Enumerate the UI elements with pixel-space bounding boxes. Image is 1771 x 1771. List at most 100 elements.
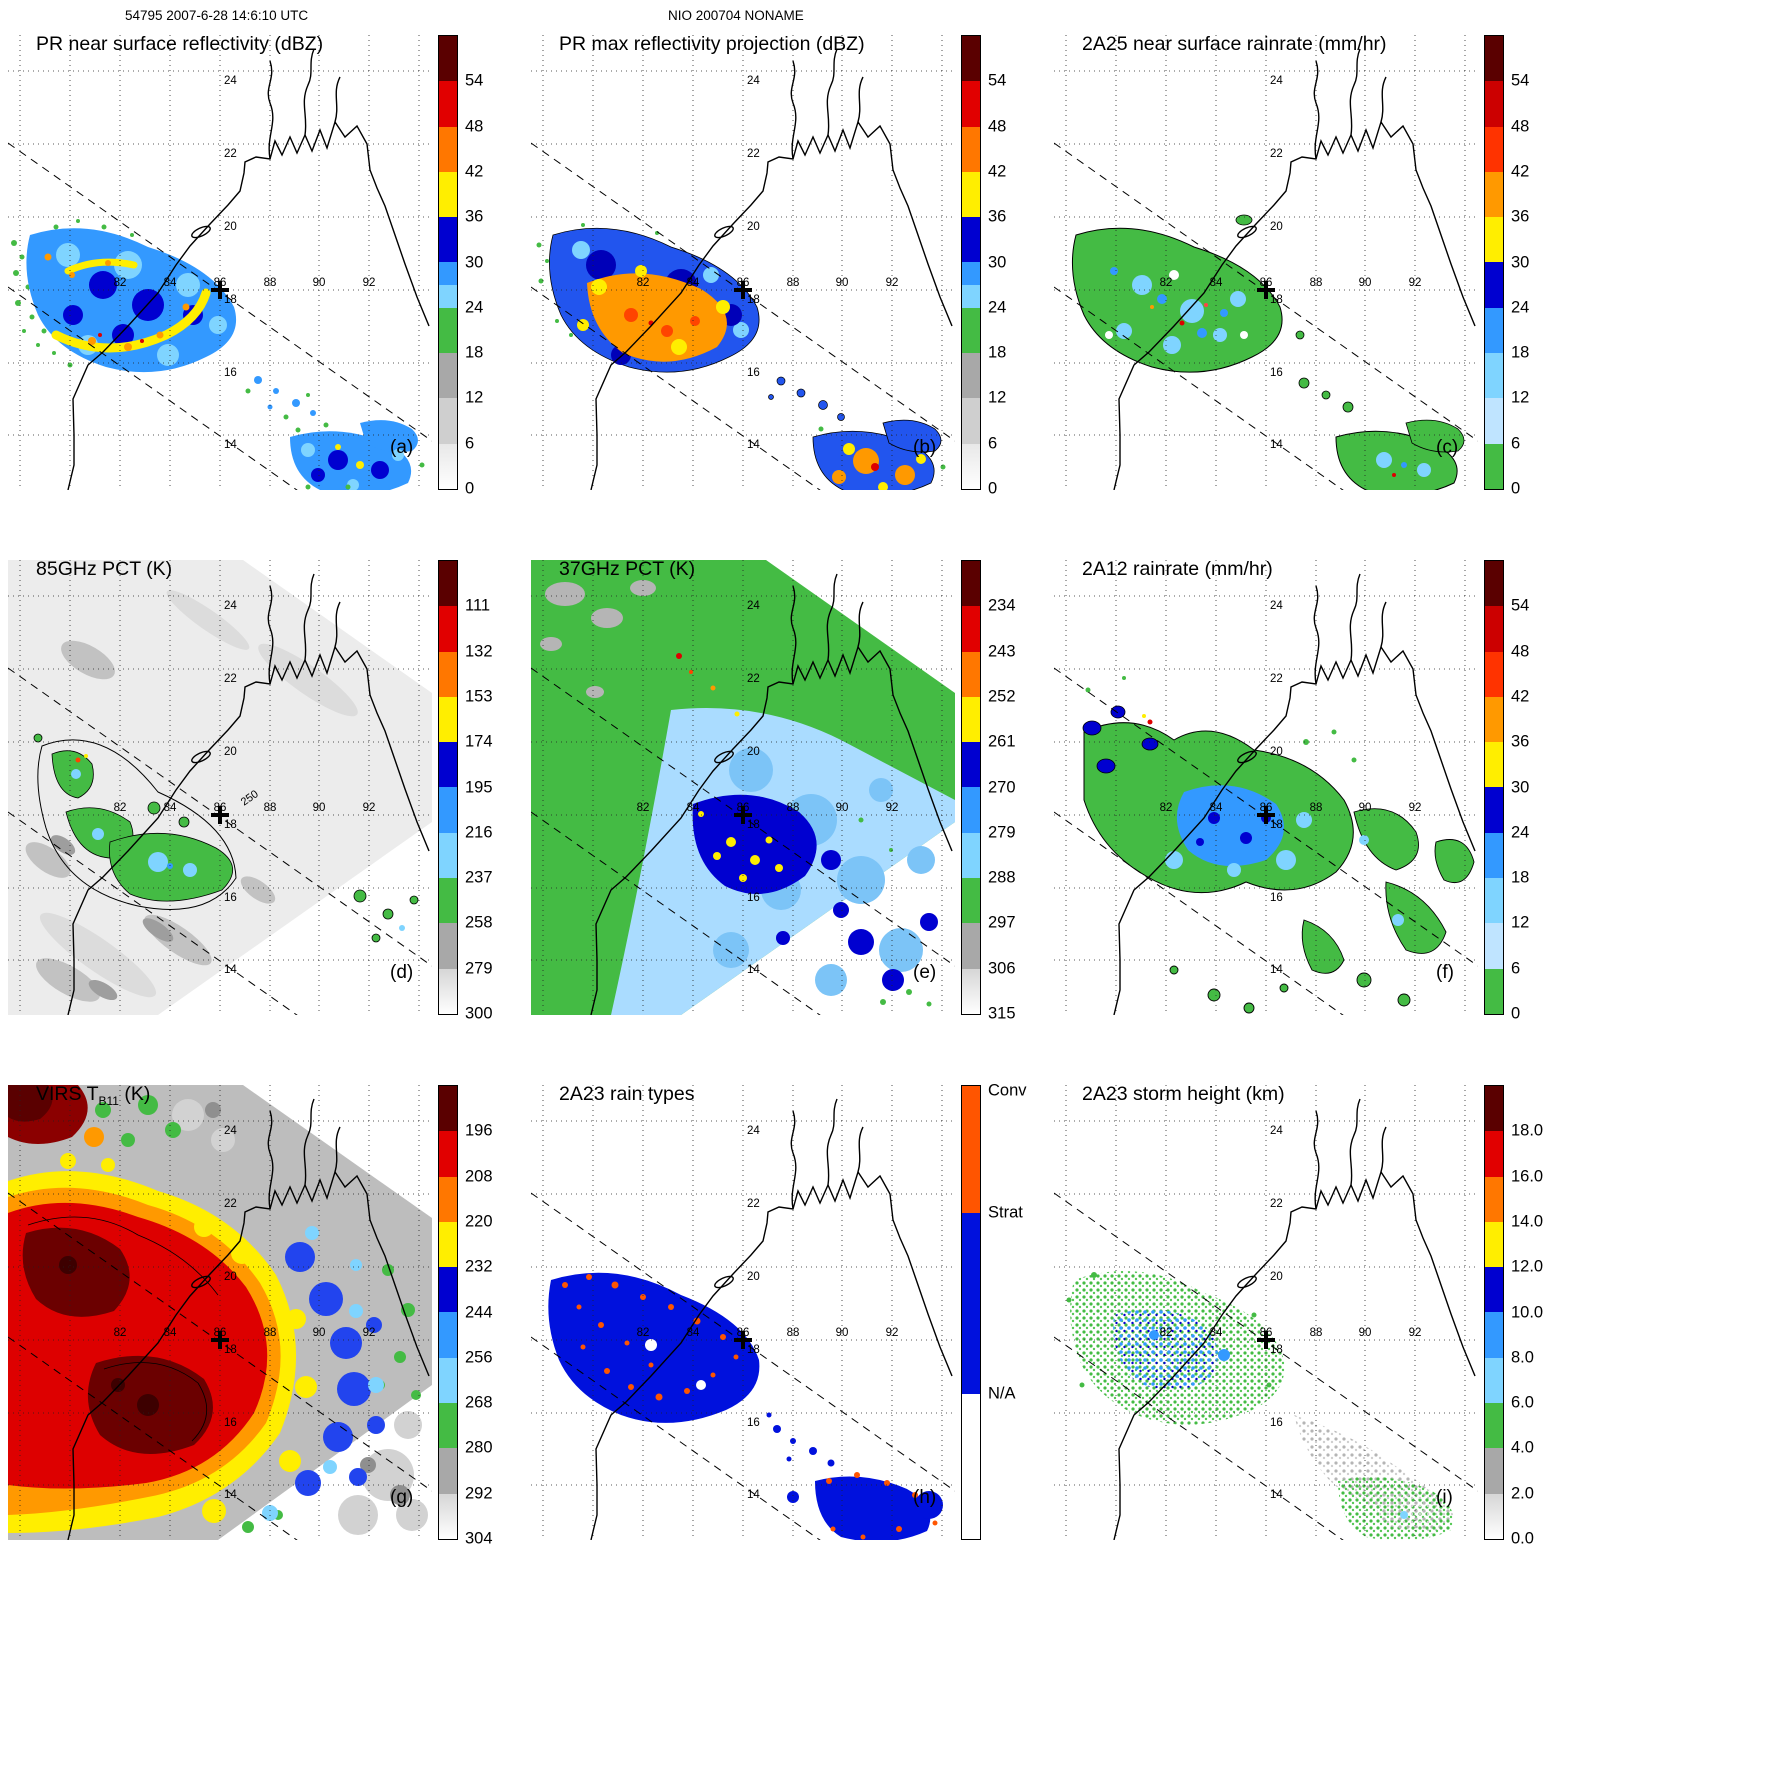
panel-letter-i: (i) (1436, 1487, 1453, 1508)
colorbar-segment (1485, 878, 1503, 924)
grid-coordinate-label: 82 (114, 1327, 127, 1339)
colorbar-segment (439, 742, 457, 788)
grid-coordinate-label: 14 (1270, 439, 1283, 451)
colorbar-segment (439, 1312, 457, 1358)
colorbar-segment (439, 1493, 457, 1539)
colorbar-tick-label: 297 (988, 913, 1016, 932)
colorbar-segment (1485, 1131, 1503, 1177)
header-storm-id: NIO 200704 NONAME (668, 8, 804, 23)
map-h: 828486889092242220181614 (531, 1085, 955, 1540)
colorbar-tick-label: 0 (988, 479, 998, 498)
grid-coordinate-label: 88 (264, 802, 277, 814)
colorbar-segment (962, 923, 980, 969)
colorbar-tick-label: 2.0 (1511, 1484, 1534, 1503)
colorbar-segment (439, 1403, 457, 1449)
colorbar-segment (1485, 923, 1503, 969)
panel-title-g: VIRS TB11 (K) (36, 1083, 150, 1108)
colorbar-tick-label: 24 (1511, 823, 1530, 842)
colorbar-tick-label: 256 (465, 1348, 493, 1367)
colorbar-tick-label: Conv (988, 1081, 1027, 1100)
grid-coordinate-label: 24 (747, 75, 760, 87)
colorbar-segment (962, 217, 980, 263)
colorbar-segment (962, 968, 980, 1014)
grid-coordinate-label: 16 (224, 367, 237, 379)
colorbar-segment (962, 1212, 980, 1395)
panel-title-f: 2A12 rainrate (mm/hr) (1082, 558, 1273, 580)
colorbar-segment (439, 696, 457, 743)
colorbar-tick-label: 24 (465, 298, 484, 317)
colorbar-tick-label: 270 (988, 778, 1016, 796)
colorbar-tick-label: 16.0 (1511, 1167, 1544, 1186)
colorbar-segment (439, 606, 457, 652)
panel-b: 828486889092242220181614 PR max reflecti… (531, 33, 1046, 498)
colorbar-tick-label: 174 (465, 732, 493, 751)
grid-coordinate-label: 16 (747, 367, 760, 379)
colorbar-tick-label: 6.0 (1511, 1393, 1534, 1412)
panel-g: 828486889092242220181614 VIRS TB11 (K) 1… (8, 1083, 523, 1548)
grid-labels: 828486889092242220181614 (1160, 1125, 1422, 1501)
colorbar-segment (439, 126, 457, 172)
colorbar-segment (1485, 443, 1503, 489)
colorbar-segment (439, 443, 457, 489)
grid-coordinate-label: 20 (747, 221, 760, 233)
grid-coordinate-label: 84 (164, 277, 177, 289)
panel-letter-e: (e) (913, 962, 937, 983)
grid-coordinate-label: 24 (224, 600, 237, 612)
colorbar-segment (962, 1086, 980, 1213)
colorbar-segment (439, 878, 457, 924)
colorbar-segment (962, 832, 980, 879)
colorbar-segment (439, 262, 457, 286)
map-b: 828486889092242220181614 (531, 35, 955, 490)
colorbar-tick-label: 288 (988, 868, 1016, 887)
grid-coordinate-label: 24 (1270, 1125, 1283, 1137)
colorbar-tick-label: 10.0 (1511, 1303, 1544, 1321)
grid-coordinate-label: 16 (747, 892, 760, 904)
grid-coordinate-label: 82 (114, 802, 127, 814)
map-f: 828486889092242220181614 (1054, 560, 1478, 1015)
colorbar-segment (439, 81, 457, 127)
colorbar-segment (1485, 36, 1503, 82)
colorbar-segment (1485, 968, 1503, 1014)
grid-labels: 828486889092242220181614 (637, 1125, 899, 1501)
colorbar-segment (1485, 171, 1503, 218)
colorbar-segment (439, 171, 457, 218)
grid-coordinate-label: 20 (747, 746, 760, 758)
colorbar-segment (962, 443, 980, 489)
colorbar-c: 54 48 42 36 30 24 18 12 6 0 (1484, 35, 1529, 498)
grid-coordinate-label: 84 (1210, 802, 1223, 814)
colorbar-tick-label: 12 (1511, 388, 1530, 407)
grid-coordinate-label: 82 (637, 1327, 650, 1339)
colorbar-segment (1485, 1403, 1503, 1449)
colorbar-gradient (962, 561, 980, 1014)
panel-letter-a: (a) (390, 437, 414, 458)
grid-coordinate-label: 90 (836, 277, 849, 289)
colorbar-segment (1485, 651, 1503, 697)
grid-coordinate-label: 84 (164, 802, 177, 814)
colorbar-segment (439, 1448, 457, 1494)
panel-title-d: 85GHz PCT (K) (36, 558, 173, 580)
colorbar-segment (1485, 1221, 1503, 1268)
colorbar-segment (1485, 398, 1503, 444)
grid-coordinate-label: 92 (886, 802, 899, 814)
grid-coordinate-label: 16 (224, 1417, 237, 1429)
panel-letter-d: (d) (390, 962, 414, 983)
grid-coordinate-label: 88 (264, 277, 277, 289)
panel-i: 828486889092242220181614 2A23 storm heig… (1054, 1083, 1569, 1548)
colorbar-segment (962, 126, 980, 172)
colorbar-tick-label: 36 (988, 207, 1007, 226)
panel-title-h: 2A23 rain types (559, 1083, 695, 1105)
grid-coordinate-label: 90 (313, 1327, 326, 1339)
grid-coordinate-label: 14 (224, 1489, 237, 1501)
colorbar-tick-label: 14.0 (1511, 1212, 1544, 1231)
colorbar-a: 54 48 42 36 30 24 18 12 6 0 (438, 35, 483, 498)
colorbar-segment (439, 217, 457, 263)
colorbar-tick-label: 12 (988, 388, 1007, 407)
colorbar-d: 111 132 153 174 195 216 237 258 279 300 (438, 560, 493, 1023)
colorbar-tick-label: 18 (988, 343, 1007, 362)
panel-title-c: 2A25 near surface rainrate (mm/hr) (1082, 33, 1387, 55)
map-g: 828486889092242220181614 (8, 1085, 432, 1540)
grid-coordinate-label: 16 (1270, 892, 1283, 904)
title-units: (K) (118, 1083, 151, 1105)
colorbar-segment (439, 285, 457, 308)
grid-coordinate-label: 16 (224, 892, 237, 904)
